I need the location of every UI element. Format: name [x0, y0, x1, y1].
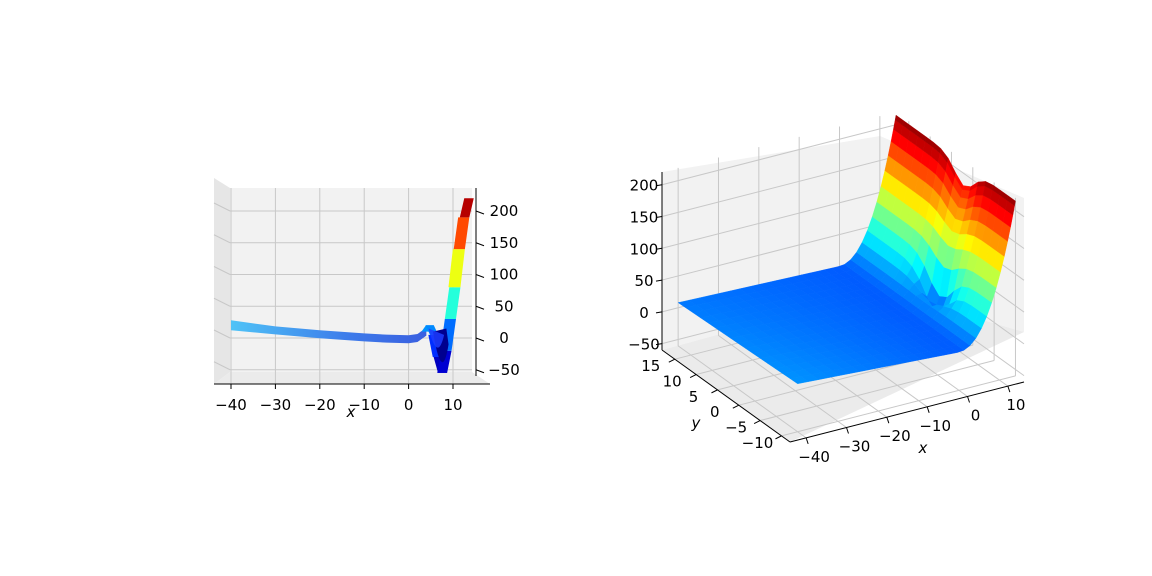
left-side-gridline: [213, 297, 231, 307]
left-side-gridline: [213, 361, 231, 371]
right-x-tick-mark: [1007, 385, 1011, 393]
right-z-tick-mark: [655, 311, 663, 314]
left-x-axis-label: x: [346, 403, 356, 421]
left-z-tick-label: 150: [490, 234, 519, 252]
left-floor-pane: [214, 372, 490, 384]
right-x-tick-mark: [805, 437, 809, 445]
right-x-tick-label: 10: [1006, 396, 1025, 414]
right-z-tick-mark: [655, 343, 663, 346]
left-z-tick-label: −50: [488, 361, 520, 379]
right-x-tick-label: 0: [971, 406, 981, 424]
left-surface-segment: [448, 249, 465, 288]
right-z-tick-mark: [655, 216, 663, 218]
right-y-tick-label: −10: [742, 434, 774, 452]
right-y-axis-label: y: [691, 414, 702, 432]
right-x-tick-mark: [926, 406, 930, 413]
left-z-tick-mark: [475, 242, 485, 247]
right-z-tick-label: 200: [630, 177, 659, 195]
right-x-axis-label: x: [918, 439, 928, 457]
left-surface-segment: [459, 198, 474, 218]
right-z-tick-label: 0: [639, 304, 649, 322]
right-x-gridline: [717, 157, 847, 428]
right-x-tick-label: −30: [839, 438, 871, 456]
right-y-tick-mark: [668, 358, 676, 363]
right-x-axis-line: [789, 381, 1025, 443]
right-z-tick-mark: [655, 247, 663, 250]
right-y-gridline: [781, 375, 1016, 437]
right-x-tick-label: −10: [919, 417, 951, 435]
left-side-gridline: [213, 266, 231, 275]
right-z-tick-label: 100: [630, 240, 659, 258]
left-z-tick-label: 100: [490, 266, 519, 284]
right-y-tick-label: 0: [710, 403, 720, 421]
left-x-tick-label: 0: [404, 396, 414, 414]
right-y-tick-mark: [753, 420, 761, 424]
left-subplot: −40 −30 −20 −10 0 10 −50 0 50 100 150 200 x: [213, 178, 520, 421]
left-z-tick-mark: [475, 305, 485, 310]
right-z-tick-mark: [655, 279, 663, 282]
right-x-tick-label: −20: [879, 427, 911, 445]
left-surface-well-edge: [428, 328, 445, 348]
left-side-gridline: [213, 202, 231, 212]
right-x-tick-mark: [886, 417, 890, 424]
left-x-tick-label: 10: [443, 396, 462, 414]
left-back-pane: [230, 188, 472, 372]
right-surface-patch: [1006, 195, 1016, 207]
left-z-tick-mark: [475, 337, 485, 342]
right-y-tick-mark: [732, 404, 740, 409]
right-y-tick-mark: [689, 374, 697, 378]
right-surface: [677, 114, 1016, 384]
right-y-tick-mark: [711, 389, 718, 394]
right-z-tick-mark: [655, 184, 663, 187]
right-surface-patch: [977, 181, 986, 187]
left-surface: [231, 198, 474, 373]
left-side-pane: [214, 178, 230, 384]
right-x-tick-mark: [967, 396, 970, 403]
right-x-gridline: [677, 167, 807, 439]
right-y-gridline: [760, 360, 995, 422]
left-x-tick-label: −10: [348, 396, 380, 414]
left-x-tick-label: −20: [304, 396, 336, 414]
left-z-tick-mark: [475, 274, 485, 278]
right-x-tick-mark: [846, 427, 849, 434]
right-z-tick-label: 150: [630, 209, 659, 227]
right-x-tick-label: −40: [798, 448, 830, 466]
right-z-tick-label: 50: [634, 272, 653, 290]
left-surface-ribbon: [231, 320, 427, 344]
right-y-tick-label: 5: [689, 388, 699, 406]
right-ticks: −40−30−20−10010−10−5051015−5005010015020…: [628, 177, 1025, 466]
left-surface-segment: [453, 217, 470, 250]
left-x-tick-label: −30: [260, 396, 292, 414]
right-y-tick-label: 15: [641, 357, 660, 375]
right-z-tick-label: −50: [628, 336, 660, 354]
left-z-tick-mark: [475, 369, 485, 374]
left-side-gridline: [213, 234, 231, 244]
right-y-tick-label: −5: [725, 419, 747, 437]
left-z-tick-label: 200: [490, 202, 519, 220]
left-z-tick-label: 50: [494, 297, 513, 315]
left-ticks: −40 −30 −20 −10 0 10 −50 0 50 100 150 200: [215, 202, 520, 414]
left-side-gridline: [213, 329, 231, 339]
left-z-tick-mark: [475, 210, 485, 215]
left-surface-segment: [444, 287, 461, 319]
left-z-tick-label: 0: [499, 329, 509, 347]
right-y-axis-line: [661, 349, 791, 443]
right-y-tick-mark: [775, 435, 782, 440]
right-y-tick-label: 10: [663, 373, 682, 391]
left-x-tick-label: −40: [215, 396, 247, 414]
right-subplot: −40−30−20−10010−10−5051015−5005010015020…: [628, 114, 1025, 466]
